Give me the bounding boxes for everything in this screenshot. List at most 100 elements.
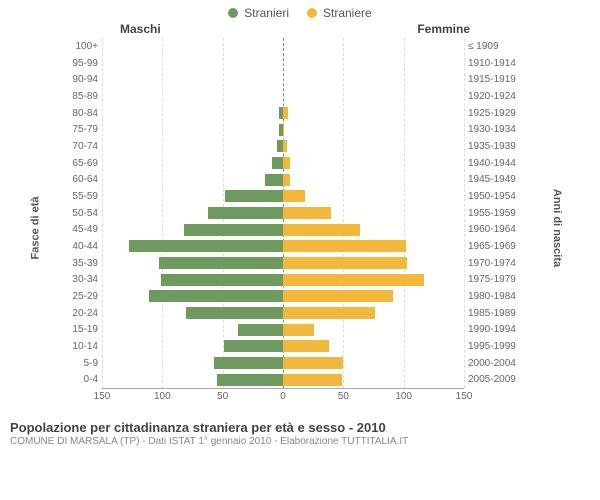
bar-area (102, 221, 464, 238)
population-pyramid-chart: Stranieri Straniere Maschi Femmine Fasce… (0, 0, 600, 500)
male-bar (238, 324, 283, 336)
age-label: 25-29 (60, 291, 102, 302)
age-label: 65-69 (60, 158, 102, 169)
bar-area (102, 355, 464, 372)
bar-area (102, 288, 464, 305)
female-half (283, 288, 464, 305)
female-half (283, 321, 464, 338)
male-half (102, 171, 283, 188)
legend-label-male: Stranieri (244, 6, 289, 20)
age-label: 45-49 (60, 224, 102, 235)
male-half (102, 221, 283, 238)
birth-year-label: 1985-1989 (464, 308, 524, 319)
birth-year-label: 1910-1914 (464, 58, 524, 69)
male-half (102, 205, 283, 222)
male-half (102, 38, 283, 55)
male-half (102, 271, 283, 288)
age-label: 15-19 (60, 324, 102, 335)
age-label: 85-89 (60, 91, 102, 102)
pyramid-row: 85-89 1920-1924 (60, 88, 524, 105)
bar-area (102, 138, 464, 155)
age-label: 0-4 (60, 374, 102, 385)
male-half (102, 371, 283, 388)
age-label: 5-9 (60, 358, 102, 369)
bar-area (102, 55, 464, 72)
birth-year-label: 1960-1964 (464, 224, 524, 235)
male-half (102, 355, 283, 372)
female-bar (283, 224, 360, 236)
bar-area (102, 38, 464, 55)
female-half (283, 371, 464, 388)
male-bar (265, 174, 283, 186)
bar-area (102, 88, 464, 105)
x-tick-label: 150 (94, 391, 111, 402)
pyramid-row: 45-49 1960-1964 (60, 221, 524, 238)
male-half (102, 155, 283, 172)
legend-dot-male (228, 8, 238, 18)
female-bar (283, 157, 290, 169)
bar-area (102, 321, 464, 338)
legend-item-female: Straniere (307, 6, 372, 20)
female-half (283, 188, 464, 205)
female-bar (283, 140, 287, 152)
male-half (102, 238, 283, 255)
age-label: 90-94 (60, 74, 102, 85)
pyramid-row: 55-591950-1954 (60, 188, 524, 205)
bar-area (102, 105, 464, 122)
female-half (283, 121, 464, 138)
legend-label-female: Straniere (323, 6, 372, 20)
birth-year-label: 1920-1924 (464, 91, 524, 102)
plot-area: Fasce di età Anni di nascita 100+≤ 19099… (0, 38, 600, 418)
female-half (283, 305, 464, 322)
male-bar (149, 290, 283, 302)
birth-year-label: 1965-1969 (464, 241, 524, 252)
female-bar (283, 240, 406, 252)
age-label: 20-24 (60, 308, 102, 319)
age-label: 80-84 (60, 108, 102, 119)
female-half (283, 138, 464, 155)
pyramid-row: 60-641945-1949 (60, 171, 524, 188)
female-half (283, 255, 464, 272)
chart-subtitle: COMUNE DI MARSALA (TP) - Dati ISTAT 1° g… (10, 436, 590, 447)
male-half (102, 71, 283, 88)
pyramid-row: 5-9 2000-2004 (60, 355, 524, 372)
female-bar (283, 124, 284, 136)
legend: Stranieri Straniere (0, 0, 600, 20)
male-half (102, 321, 283, 338)
female-half (283, 171, 464, 188)
female-bar (283, 107, 288, 119)
birth-year-label: 1955-1959 (464, 208, 524, 219)
female-bar (283, 257, 407, 269)
male-bar (224, 340, 283, 352)
birth-year-label: 1990-1994 (464, 324, 524, 335)
birth-year-label: 2000-2004 (464, 358, 524, 369)
legend-dot-female (307, 8, 317, 18)
legend-item-male: Stranieri (228, 6, 289, 20)
female-bar (283, 357, 343, 369)
male-bar (225, 190, 283, 202)
male-half (102, 55, 283, 72)
male-bar (186, 307, 283, 319)
male-bar (217, 374, 283, 386)
age-label: 40-44 (60, 241, 102, 252)
birth-year-label: 1975-1979 (464, 274, 524, 285)
birth-year-label: 1995-1999 (464, 341, 524, 352)
x-tick-label: 100 (395, 391, 412, 402)
bar-area (102, 155, 464, 172)
pyramid-row: 80-841925-1929 (60, 105, 524, 122)
bar-area (102, 371, 464, 388)
age-label: 60-64 (60, 174, 102, 185)
x-tick-label: 150 (456, 391, 473, 402)
pyramid-row: 75-791930-1934 (60, 121, 524, 138)
pyramid-row: 95-991910-1914 (60, 55, 524, 72)
bar-area (102, 205, 464, 222)
x-axis: 15010050050100150 (102, 388, 464, 419)
footer: Popolazione per cittadinanza straniera p… (0, 418, 600, 447)
male-half (102, 188, 283, 205)
pyramid-row: 100+≤ 1909 (60, 38, 524, 55)
pyramid-row: 70-741935-1939 (60, 138, 524, 155)
birth-year-label: 1970-1974 (464, 258, 524, 269)
male-half (102, 88, 283, 105)
bar-area (102, 71, 464, 88)
x-tick-label: 50 (338, 391, 349, 402)
